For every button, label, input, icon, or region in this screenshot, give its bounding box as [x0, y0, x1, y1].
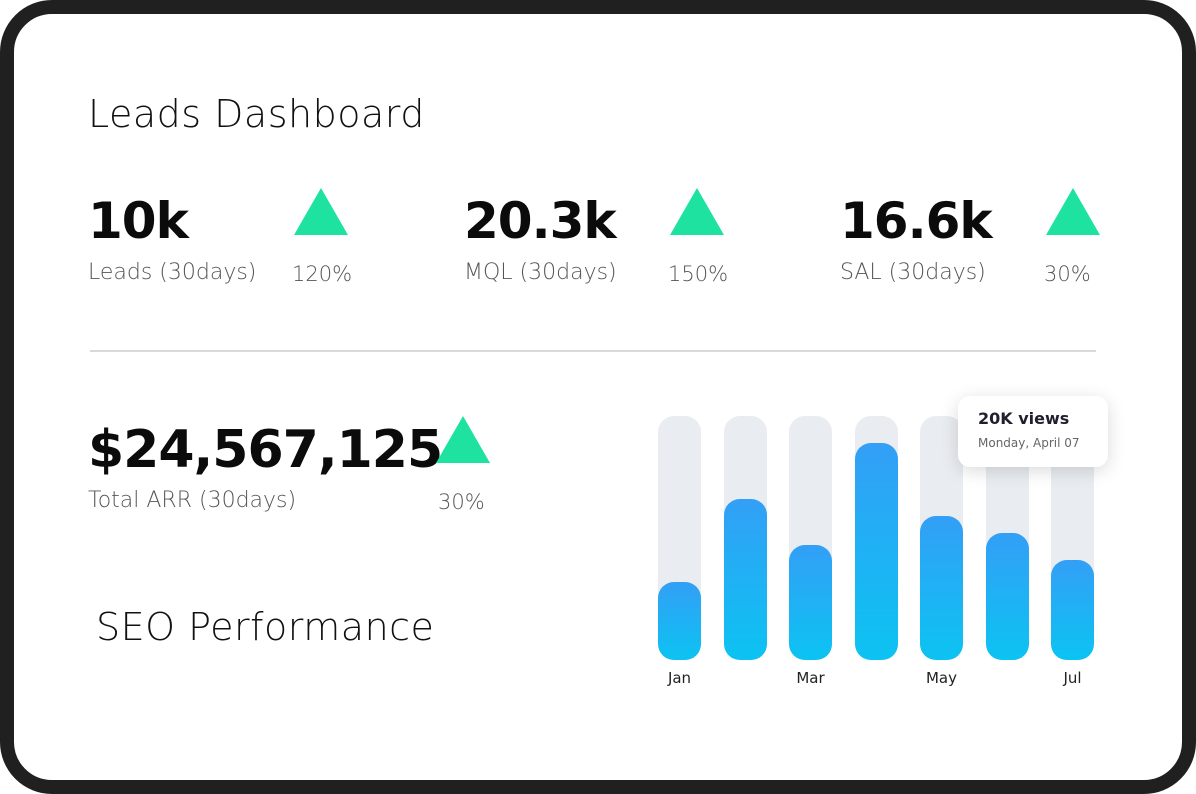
bar-track — [723, 416, 767, 660]
kpi-label: Leads (30days) — [88, 260, 257, 285]
x-tick-label: Jan — [667, 669, 692, 687]
up-triangle-icon — [436, 416, 490, 463]
kpi-value: 10k — [88, 192, 189, 250]
bar-May[interactable] — [920, 516, 963, 660]
arr-value: $24,567,125 — [88, 420, 443, 480]
kpi-value: 16.6k — [840, 192, 993, 250]
arr-change: 30% — [438, 490, 485, 514]
x-tick-label: May — [925, 669, 957, 687]
kpi-label: SAL (30days) — [840, 260, 986, 285]
chart-tooltip: 20K views Monday, April 07 — [958, 396, 1108, 467]
tooltip-value: 20K views — [978, 409, 1070, 428]
kpi-change: 150% — [668, 262, 729, 286]
up-triangle-icon — [670, 188, 724, 235]
kpi-value: 20.3k — [464, 192, 617, 250]
bar-Jan[interactable] — [658, 581, 701, 660]
bar-track — [854, 416, 898, 660]
up-triangle-icon — [294, 188, 348, 235]
bar-Feb[interactable] — [723, 498, 767, 660]
seo-title: SEO Performance — [96, 605, 435, 649]
bar-Mar[interactable] — [789, 545, 832, 660]
kpi-change: 120% — [292, 262, 353, 286]
x-tick-label: Jul — [1063, 669, 1082, 687]
bar-Apr[interactable] — [854, 442, 898, 660]
x-tick-label: Mar — [796, 669, 825, 687]
up-triangle-icon — [1046, 188, 1100, 235]
bar-Jun[interactable] — [985, 533, 1029, 660]
bar-Jul[interactable] — [1051, 559, 1094, 660]
kpi-label: MQL (30days) — [464, 260, 617, 285]
bar-track — [920, 416, 963, 660]
page-title: Leads Dashboard — [88, 92, 425, 136]
tooltip-date: Monday, April 07 — [978, 436, 1080, 450]
bar-track — [789, 416, 832, 660]
divider — [90, 350, 1096, 352]
kpi-change: 30% — [1044, 262, 1091, 286]
arr-label: Total ARR (30days) — [88, 488, 297, 513]
bar-track — [658, 416, 701, 660]
